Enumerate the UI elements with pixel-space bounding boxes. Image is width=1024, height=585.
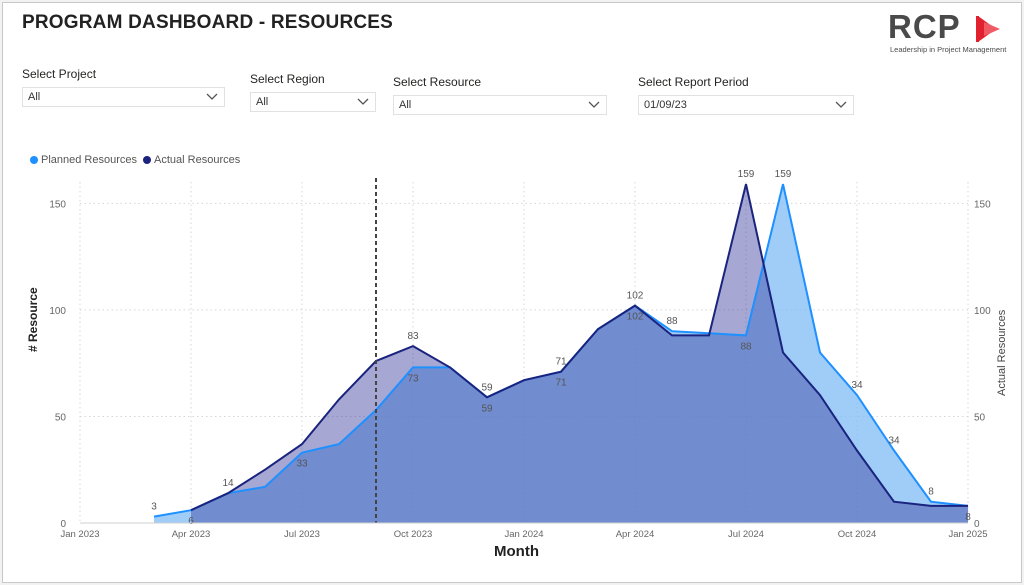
- x-tick-label: Jan 2025: [948, 529, 987, 540]
- data-label: 159: [738, 169, 755, 180]
- chart-axes: 0 0 50 50 100 100 150 150 Jan 2023 Apr 2023 Jul 20…: [49, 199, 991, 540]
- page-title: PROGRAM DASHBOARD - RESOURCES: [22, 12, 394, 33]
- region-dropdown[interactable]: All: [250, 92, 376, 112]
- y-tick-label-right: 100: [974, 306, 991, 317]
- chart-legend: Planned Resources Actual Resources: [30, 154, 246, 166]
- data-label: 71: [555, 378, 567, 389]
- data-label: 73: [407, 373, 419, 384]
- data-label: 3: [151, 502, 157, 513]
- data-label: 159: [775, 169, 792, 180]
- report-period-dropdown-value: 01/09/23: [644, 99, 687, 111]
- x-tick-label: Apr 2023: [172, 529, 211, 540]
- chevron-down-icon: [206, 93, 218, 100]
- legend-label-planned: Planned Resources: [41, 154, 138, 166]
- legend-label-actual: Actual Resources: [154, 154, 241, 166]
- data-label: 34: [851, 380, 863, 391]
- data-label: 8: [965, 512, 971, 523]
- chevron-down-icon: [588, 101, 600, 108]
- resource-dropdown-value: All: [399, 99, 412, 111]
- data-label: 88: [666, 316, 678, 327]
- data-label: 102: [627, 312, 644, 323]
- y-tick-label: 0: [60, 519, 66, 530]
- data-label: 102: [627, 291, 644, 302]
- data-label: 8: [928, 487, 934, 498]
- data-label: 33: [296, 459, 308, 470]
- chart-areas: [154, 184, 968, 523]
- data-label: 59: [481, 403, 493, 414]
- project-dropdown-value: All: [28, 91, 41, 103]
- data-label: 6: [188, 516, 194, 527]
- y-tick-label-right: 0: [974, 519, 980, 530]
- resource-dropdown[interactable]: All: [393, 95, 607, 115]
- filter-region-label: Select Region: [250, 72, 325, 86]
- y-tick-label-right: 150: [974, 199, 991, 210]
- chart-lines: [153, 178, 969, 523]
- y-axis-title-right: Actual Resources: [996, 309, 1008, 396]
- legend-item-planned[interactable]: Planned Resources: [30, 154, 137, 166]
- filter-project: Select Project All: [22, 67, 225, 107]
- logo-text: RCP: [888, 8, 961, 45]
- rcp-logo: RCP Leadership in Project Management: [884, 8, 1012, 60]
- line-actual: [190, 183, 968, 512]
- data-label: 59: [481, 382, 493, 393]
- y-tick-label: 50: [55, 412, 67, 423]
- data-label: 14: [222, 478, 234, 489]
- y-tick-label: 100: [49, 306, 66, 317]
- filter-report-period-label: Select Report Period: [638, 75, 749, 89]
- x-axis-title: Month: [494, 543, 539, 560]
- y-axis-title: # Resource: [26, 287, 40, 352]
- filter-resource-label: Select Resource: [393, 75, 482, 89]
- data-label: 34: [888, 436, 900, 447]
- filter-project-label: Select Project: [22, 67, 97, 81]
- logo-tagline: Leadership in Project Management: [890, 45, 1007, 54]
- report-period-dropdown[interactable]: 01/09/23: [638, 95, 854, 115]
- chevron-down-icon: [835, 101, 847, 108]
- filter-region: Select Region All: [250, 72, 376, 112]
- area-actual: [191, 184, 968, 523]
- project-dropdown[interactable]: All: [22, 87, 225, 107]
- x-tick-label: Jan 2023: [60, 529, 99, 540]
- chevron-down-icon: [357, 98, 369, 105]
- y-tick-label: 150: [49, 199, 66, 210]
- filter-report-period: Select Report Period 01/09/23: [638, 75, 854, 115]
- legend-item-actual[interactable]: Actual Resources: [143, 154, 240, 166]
- filter-resource: Select Resource All: [393, 75, 607, 115]
- x-tick-label: Jul 2023: [284, 529, 320, 540]
- region-dropdown-value: All: [256, 96, 269, 108]
- legend-dot-actual: [143, 156, 152, 164]
- data-label: 83: [407, 331, 419, 342]
- logo-arrow-icon: [976, 16, 1000, 42]
- x-tick-label: Oct 2024: [838, 529, 877, 540]
- x-tick-label: Oct 2023: [394, 529, 433, 540]
- data-label: 71: [555, 357, 567, 368]
- data-label: 88: [740, 341, 752, 352]
- x-tick-label: Jul 2024: [728, 529, 764, 540]
- x-tick-label: Jan 2024: [504, 529, 543, 540]
- y-tick-label-right: 50: [974, 412, 986, 423]
- legend-dot-planned: [30, 156, 38, 164]
- x-tick-label: Apr 2024: [616, 529, 655, 540]
